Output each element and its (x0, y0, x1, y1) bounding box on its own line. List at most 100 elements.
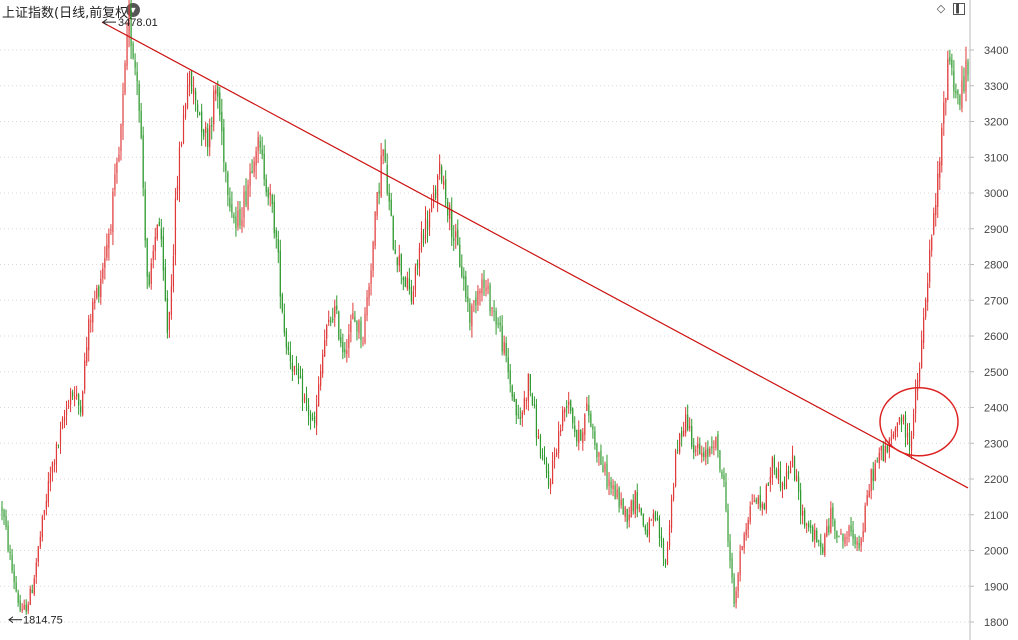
candle-body (862, 530, 864, 538)
candle-body (485, 288, 487, 292)
candle-body (521, 412, 523, 418)
candle-body (104, 258, 106, 268)
candle-body (483, 278, 485, 288)
candle-body (898, 417, 901, 422)
y-tick-label: 1900 (984, 581, 1008, 593)
candle-body (828, 525, 830, 533)
candle-body (614, 485, 616, 500)
candle-body (594, 431, 596, 446)
candle-body (713, 446, 715, 448)
candle-body (864, 505, 866, 533)
candle-body (598, 452, 600, 457)
candle-body (205, 126, 207, 133)
diamond-icon[interactable]: ◇ (936, 3, 946, 15)
candle-body (322, 354, 324, 374)
candle-body (545, 461, 548, 474)
y-tick-label: 2200 (984, 474, 1008, 486)
candle-body (886, 445, 888, 452)
candle-body (731, 558, 733, 578)
candle-body (564, 408, 566, 413)
candle-body (535, 404, 538, 438)
candle-body (578, 430, 580, 443)
candle-body (439, 162, 441, 175)
candle-body (182, 115, 185, 144)
candle-body (53, 463, 56, 465)
candle-body (525, 399, 527, 401)
candle-body (733, 577, 735, 604)
candle-body (820, 542, 822, 548)
candle-body (451, 209, 453, 238)
candle-body (642, 514, 644, 526)
candle-body (870, 469, 872, 492)
high-label: 3478.01 (118, 17, 158, 29)
candle-body (961, 80, 963, 109)
candle-body (699, 444, 701, 455)
candle-body (271, 195, 273, 205)
candle-body (808, 523, 810, 528)
candle-body (618, 487, 620, 508)
candle-body (408, 278, 410, 290)
candle-body (727, 509, 729, 542)
candle-body (912, 414, 915, 436)
candle-body (227, 172, 229, 195)
candle-body (404, 277, 406, 287)
candle-body (850, 525, 852, 532)
candle-body (777, 468, 780, 481)
candle-body (553, 455, 556, 460)
candle-body (668, 525, 671, 547)
candle-body (511, 385, 513, 397)
candle-body (890, 437, 892, 441)
y-tick-label: 2700 (984, 295, 1008, 307)
candle-body (612, 485, 614, 490)
candle-body (580, 429, 582, 441)
candle-body (174, 198, 177, 256)
candle-body (422, 234, 425, 243)
candle-body (646, 529, 648, 537)
candle-body (279, 250, 281, 297)
candle-body (721, 472, 723, 477)
y-tick-label: 3300 (984, 81, 1008, 93)
candle-body (336, 305, 338, 310)
candle-body (186, 85, 189, 108)
y-tick-label: 2500 (984, 367, 1008, 379)
candle-body (291, 362, 294, 372)
panel-toggle-icon[interactable]: ▌ (953, 3, 965, 15)
candle-body (180, 143, 183, 147)
candle-body (437, 175, 439, 202)
candle-body (334, 306, 336, 318)
candle-body (477, 290, 479, 305)
candle-body (311, 417, 314, 420)
y-tick-label: 3200 (984, 117, 1008, 129)
candle-body (209, 125, 211, 147)
candle-body (225, 163, 227, 171)
candle-body (927, 283, 929, 303)
candle-body (638, 507, 640, 509)
candle-body (5, 515, 7, 527)
candle-body (426, 220, 429, 230)
candle-body (168, 311, 170, 330)
candle-body (523, 397, 525, 413)
candle-body (126, 34, 128, 66)
candle-body (211, 125, 213, 127)
candle-body (499, 322, 501, 326)
candle-body (560, 429, 562, 432)
candle-body (858, 542, 860, 549)
candle-body (868, 490, 870, 498)
candle-body (745, 529, 747, 536)
candle-body (844, 536, 846, 544)
candle-body (245, 190, 247, 206)
low-arrowhead (8, 616, 14, 624)
candle-body (207, 128, 209, 147)
candle-body (92, 301, 94, 323)
candle-body (74, 396, 76, 399)
candle-body (717, 434, 719, 451)
candle-body (644, 525, 646, 531)
candle-body (574, 425, 576, 432)
candle-body (634, 490, 636, 514)
candle-body (836, 531, 838, 538)
candle-body (527, 373, 529, 401)
candle-body (739, 551, 741, 575)
candle-body (904, 415, 907, 438)
candle-body (779, 469, 782, 488)
candle-body (39, 536, 41, 547)
